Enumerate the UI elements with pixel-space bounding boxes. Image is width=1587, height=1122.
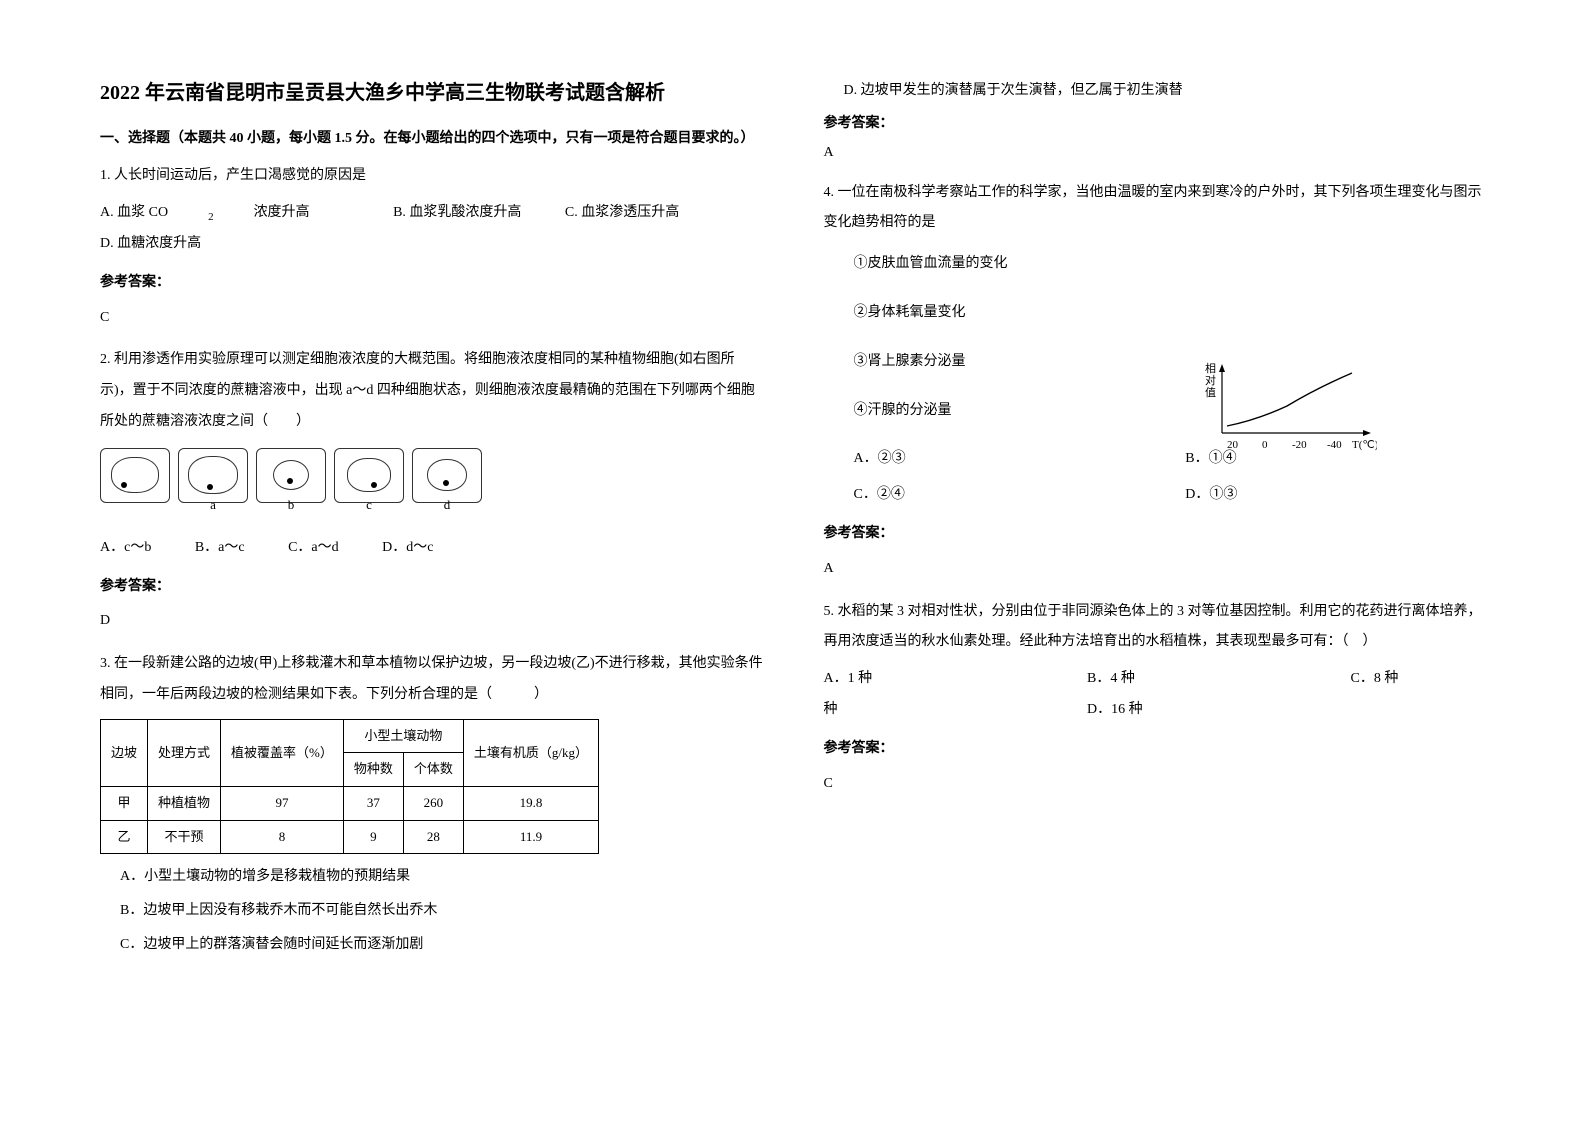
- q3-optC: C．边坡甲上的群落演替会随时间延长而逐渐加剧: [120, 930, 764, 961]
- svg-text:-40: -40: [1327, 439, 1342, 451]
- cell-original: [100, 448, 170, 503]
- q5-optB: B．4 种: [1087, 664, 1347, 695]
- q3-optA: A．小型土壤动物的增多是移栽植物的预期结果: [120, 862, 764, 893]
- table-row: 乙 不干预 8 9 28 11.9: [101, 820, 599, 854]
- q4-items: ①皮肤血管血流量的变化 ②身体耗氧量变化 ③肾上腺素分泌量 ④汗腺的分泌量: [854, 249, 1488, 426]
- q4-item2: ②身体耗氧量变化: [854, 298, 1488, 329]
- svg-text:对: 对: [1205, 373, 1216, 387]
- q2-answer: D: [100, 606, 764, 637]
- q5-optD: D．16 种: [1087, 695, 1143, 726]
- cell-c: c: [334, 448, 404, 503]
- svg-text:值: 值: [1205, 386, 1216, 399]
- table-row: 甲 种植植物 97 37 260 19.8: [101, 786, 599, 820]
- q4-item1: ①皮肤血管血流量的变化: [854, 249, 1488, 280]
- cell-d: d: [412, 448, 482, 503]
- q3-optB: B．边坡甲上因没有移栽乔木而不可能自然长出乔木: [120, 896, 764, 927]
- q1-optB: B. 血浆乳酸浓度升高: [393, 198, 521, 229]
- q5-optA: A．1 种: [824, 664, 1084, 695]
- q2-optC: C．a～d: [288, 533, 339, 564]
- svg-text:-20: -20: [1292, 439, 1307, 451]
- q2-options: A．c～b B．a～c C．a～d D．d～c: [100, 533, 764, 564]
- question-1: 1. 人长时间运动后，产生口渴感觉的原因是 A. 血浆 CO2浓度升高 B. 血…: [100, 161, 764, 333]
- q4-item4: ④汗腺的分泌量: [854, 396, 1488, 427]
- q2-optD: D．d～c: [382, 533, 433, 564]
- section-header: 一、选择题（本题共 40 小题，每小题 1.5 分。在每小题给出的四个选项中，只…: [100, 126, 764, 151]
- left-column: 2022 年云南省昆明市呈贡县大渔乡中学高三生物联考试题含解析 一、选择题（本题…: [100, 75, 764, 1047]
- q4-options: A．②③ B．①④ C．②④ D．①③: [854, 444, 1488, 511]
- q5-options: A．1 种 B．4 种 C．8 种 种 D．16 种: [824, 664, 1488, 726]
- q2-optA: A．c～b: [100, 533, 151, 564]
- q3-optD: D. 边坡甲发生的演替属于次生演替，但乙属于初生演替: [844, 78, 1488, 103]
- question-3: 3. 在一段新建公路的边坡(甲)上移栽灌木和草本植物以保护边坡，另一段边坡(乙)…: [100, 649, 764, 960]
- q2-answer-label: 参考答案：: [100, 572, 764, 603]
- cell-b: b: [256, 448, 326, 503]
- q1-options: A. 血浆 CO2浓度升高 B. 血浆乳酸浓度升高 C. 血浆渗透压升高 D. …: [100, 198, 764, 260]
- doc-title: 2022 年云南省昆明市呈贡县大渔乡中学高三生物联考试题含解析: [100, 75, 764, 111]
- q3-stem: 3. 在一段新建公路的边坡(甲)上移栽灌木和草本植物以保护边坡，另一段边坡(乙)…: [100, 649, 764, 711]
- question-5: 5. 水稻的某 3 对相对性状，分别由位于非同源染色体上的 3 对等位基因控制。…: [824, 597, 1488, 800]
- question-4: 4. 一位在南极科学考察站工作的科学家，当他由温暖的室内来到寒冷的户外时，其下列…: [824, 178, 1488, 585]
- q4-optA: A．②③: [854, 444, 1156, 475]
- q5-answer: C: [824, 769, 1488, 800]
- q3-options: A．小型土壤动物的增多是移栽植物的预期结果 B．边坡甲上因没有移栽乔木而不可能自…: [120, 862, 764, 960]
- q4-optC: C．②④: [854, 480, 1156, 511]
- cell-diagram: a b c d: [100, 448, 764, 503]
- right-column: D. 边坡甲发生的演替属于次生演替，但乙属于初生演替 参考答案： A 4. 一位…: [824, 75, 1488, 1047]
- q1-optA: A. 血浆 CO2浓度升高: [100, 198, 350, 229]
- q4-answer-label: 参考答案：: [824, 519, 1488, 550]
- svg-text:20: 20: [1227, 439, 1239, 451]
- svg-text:0: 0: [1262, 439, 1268, 451]
- q5-optC: C．8 种: [1351, 664, 1399, 695]
- cell-a: a: [178, 448, 248, 503]
- q4-answer: A: [824, 554, 1488, 585]
- q1-optC: C. 血浆渗透压升高: [565, 198, 679, 229]
- svg-text:T(℃): T(℃): [1352, 439, 1377, 451]
- q3-answer-label: 参考答案：: [824, 111, 1488, 136]
- chart-ylabel: 相: [1205, 362, 1216, 375]
- q5-stem: 5. 水稻的某 3 对相对性状，分别由位于非同源染色体上的 3 对等位基因控制。…: [824, 597, 1488, 659]
- q2-optB: B．a～c: [195, 533, 245, 564]
- q1-optD: D. 血糖浓度升高: [100, 229, 201, 260]
- q3-answer: A: [824, 140, 1488, 165]
- q3-table: 边坡 处理方式 植被覆盖率（%） 小型土壤动物 土壤有机质（g/kg） 物种数 …: [100, 719, 599, 854]
- q4-item3: ③肾上腺素分泌量: [854, 347, 1488, 378]
- q4-optD: D．①③: [1185, 480, 1487, 511]
- question-2: 2. 利用渗透作用实验原理可以测定细胞液浓度的大概范围。将细胞液浓度相同的某种植…: [100, 345, 764, 637]
- q1-stem: 1. 人长时间运动后，产生口渴感觉的原因是: [100, 161, 764, 192]
- q1-answer-label: 参考答案：: [100, 268, 764, 299]
- q5-answer-label: 参考答案：: [824, 734, 1488, 765]
- q4-chart: 相 对 值 20 0 -20 -40 T(℃): [1197, 358, 1377, 468]
- q1-answer: C: [100, 303, 764, 334]
- q4-stem: 4. 一位在南极科学考察站工作的科学家，当他由温暖的室内来到寒冷的户外时，其下列…: [824, 178, 1488, 240]
- q2-stem: 2. 利用渗透作用实验原理可以测定细胞液浓度的大概范围。将细胞液浓度相同的某种植…: [100, 345, 764, 437]
- q3-optD-wrap: D. 边坡甲发生的演替属于次生演替，但乙属于初生演替: [844, 78, 1488, 103]
